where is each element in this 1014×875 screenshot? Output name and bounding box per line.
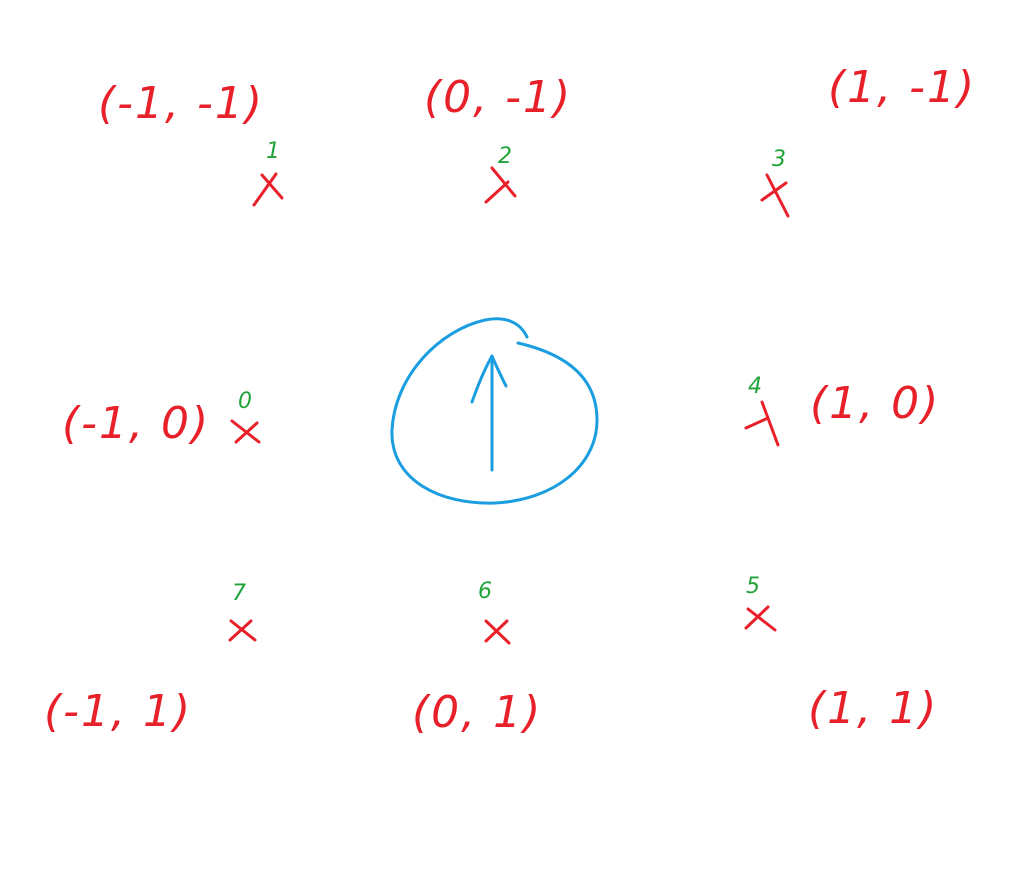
neighbor-index: 2 <box>498 144 512 169</box>
cross-mark <box>484 619 511 645</box>
neighbor-index: 0 <box>238 389 252 414</box>
cross-mark <box>760 173 790 218</box>
neighbor-index: 7 <box>232 581 246 606</box>
neighbor-coordinate: (0, -1) <box>424 72 572 123</box>
neighbor-index: 1 <box>266 139 280 164</box>
agent-circle <box>390 317 599 505</box>
cross-mark <box>230 419 261 444</box>
cross-mark <box>252 172 284 207</box>
neighbor-index: 6 <box>478 579 492 604</box>
neighbor-coordinate: (-1, 1) <box>44 686 192 737</box>
cross-mark <box>744 400 780 447</box>
neighbor-coordinate: (1, -1) <box>828 62 976 113</box>
neighbor-5: 5 (1, 1) <box>744 574 938 734</box>
up-arrow-icon <box>470 354 508 472</box>
neighbor-coordinate: (1, 1) <box>808 683 938 734</box>
neighbor-index: 5 <box>746 574 760 599</box>
neighbor-2: 2 (0, -1) <box>424 72 572 204</box>
neighbor-6: 6 (0, 1) <box>412 579 542 738</box>
cross-mark <box>228 619 257 642</box>
neighbor-coordinate: (-1, 0) <box>62 398 210 449</box>
cross-mark <box>744 605 777 632</box>
neighbor-index: 4 <box>748 374 762 399</box>
neighbor-7: 7 (-1, 1) <box>44 581 257 737</box>
agent <box>390 317 599 505</box>
cross-mark <box>484 166 517 204</box>
neighbor-4: 4 (1, 0) <box>744 374 940 447</box>
neighbor-1: 1 (-1, -1) <box>98 78 284 207</box>
neighbor-coordinate: (0, 1) <box>412 687 542 738</box>
neighbor-coordinate: (1, 0) <box>810 378 940 429</box>
neighbor-3: 3 (1, -1) <box>760 62 976 218</box>
neighbor-index: 3 <box>772 147 786 172</box>
neighbor-coordinate: (-1, -1) <box>98 78 264 129</box>
neighbor-0: 0 (-1, 0) <box>62 389 261 449</box>
